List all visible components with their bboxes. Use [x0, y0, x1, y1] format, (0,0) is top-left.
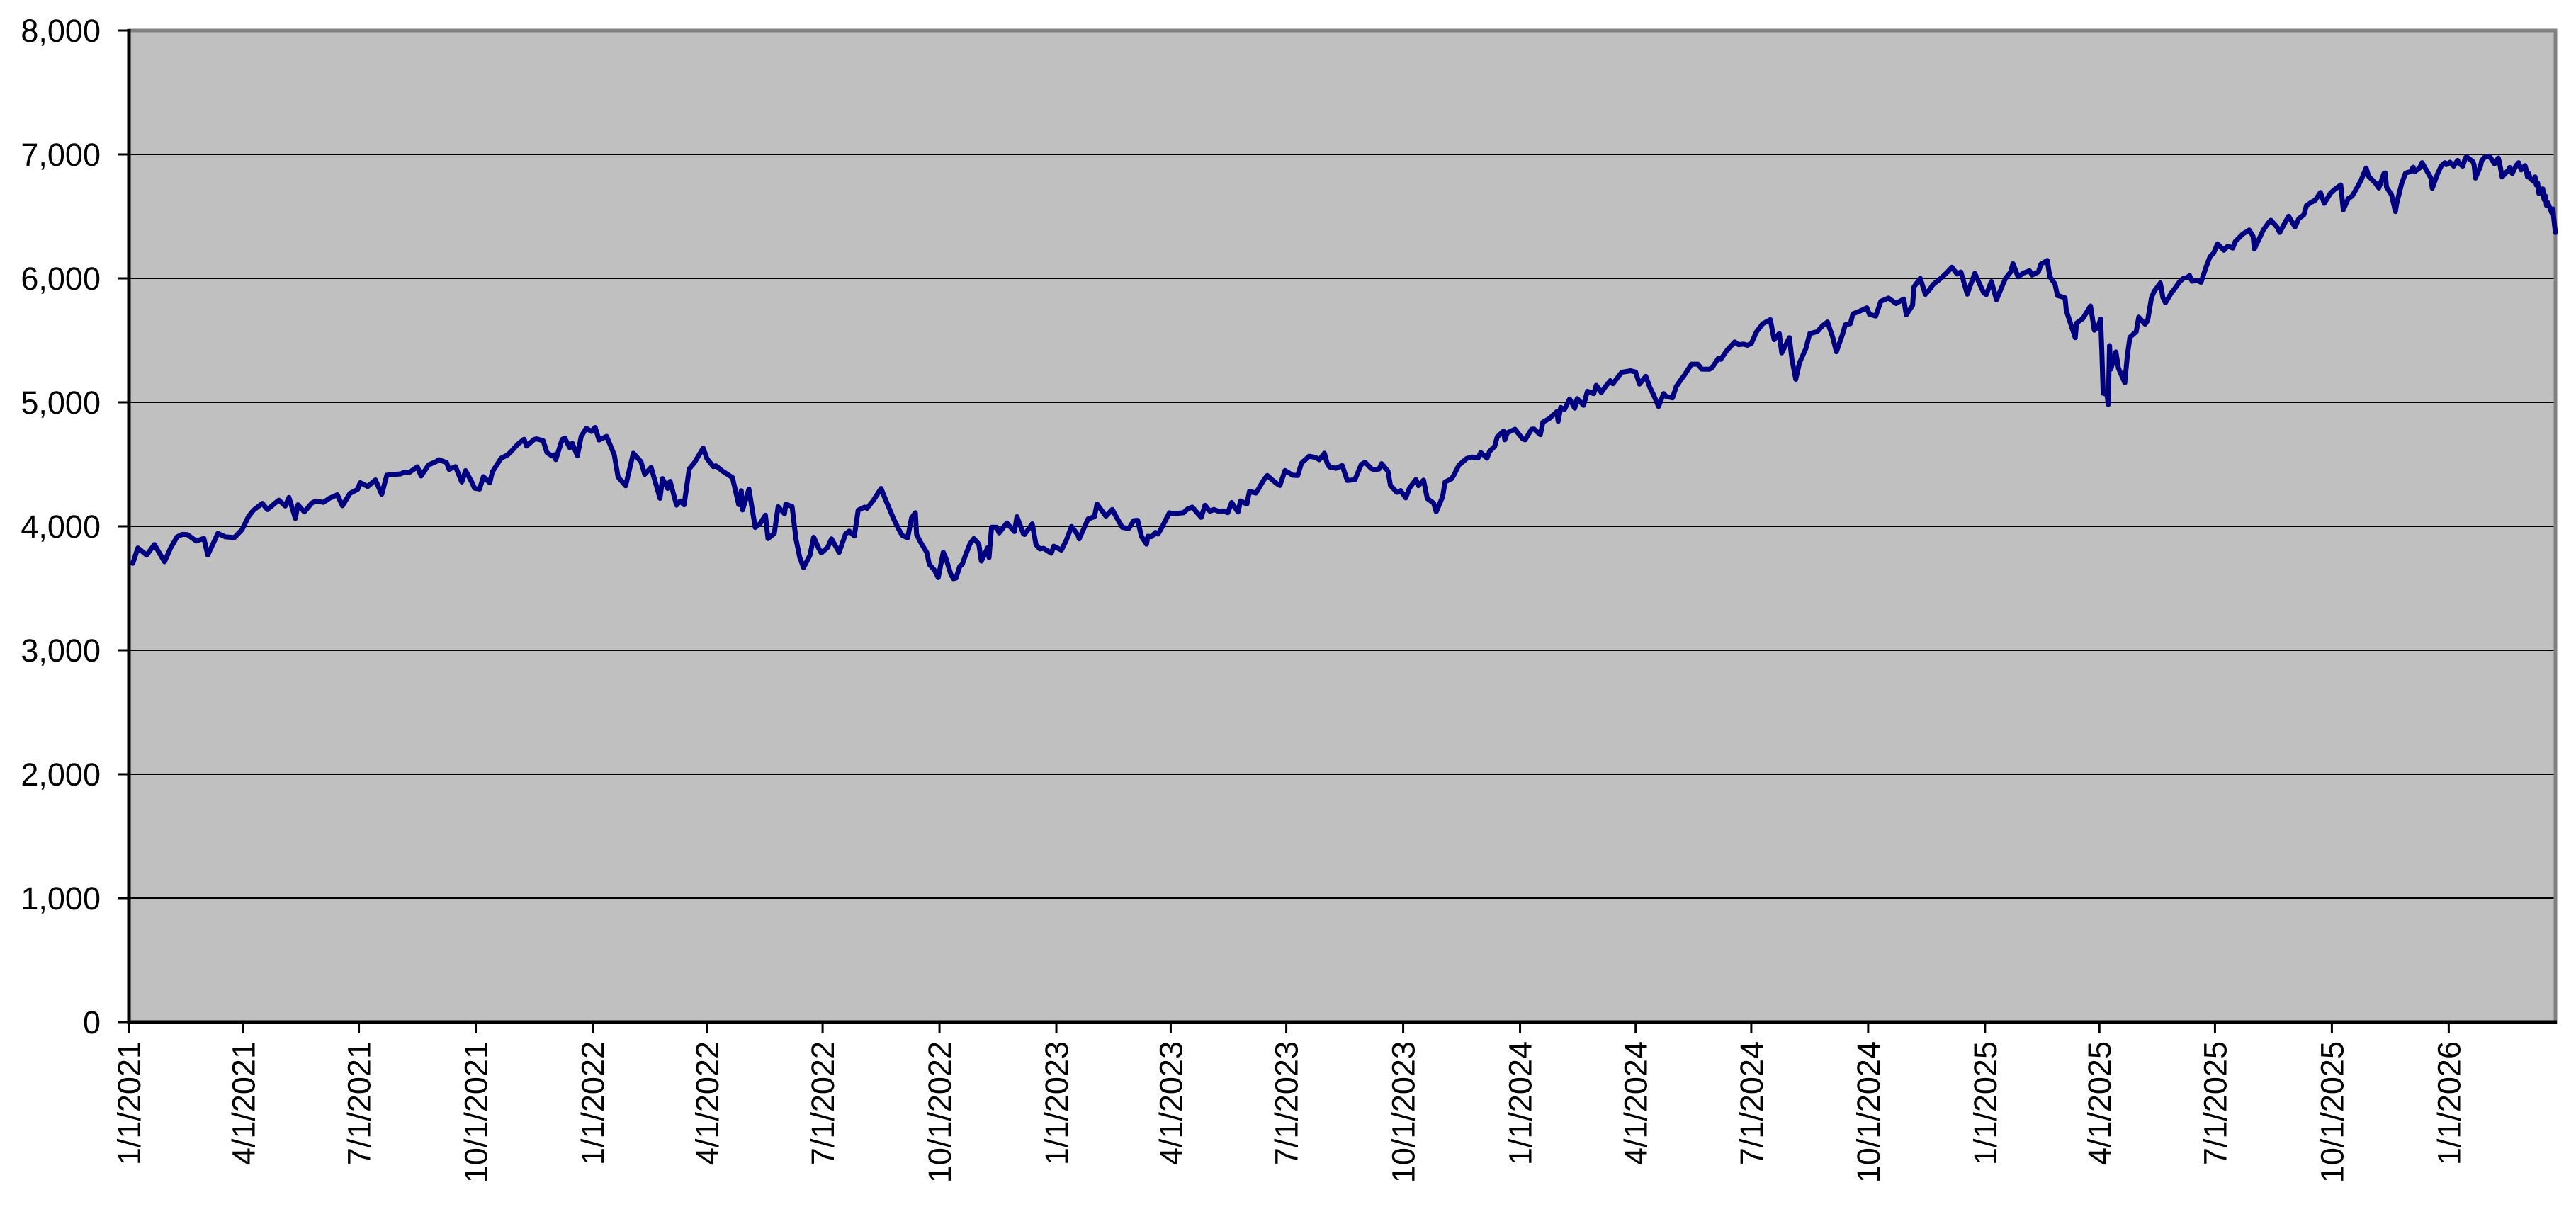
y-tick-label: 2,000	[21, 756, 101, 793]
y-tick-label: 3,000	[21, 633, 101, 669]
price-line-series	[130, 153, 2558, 582]
y-tick-label: 5,000	[21, 385, 101, 421]
x-tick-label: 10/1/2024	[1851, 1041, 1887, 1183]
y-tick-label: 6,000	[21, 261, 101, 297]
x-tick-label: 4/1/2025	[2081, 1041, 2118, 1165]
y-tick-label: 8,000	[21, 13, 101, 49]
y-tick-label: 0	[83, 1004, 101, 1041]
x-tick-label: 7/1/2021	[341, 1041, 378, 1165]
x-tick-label: 1/1/2021	[111, 1041, 147, 1165]
x-tick-label: 1/1/2026	[2431, 1041, 2467, 1165]
x-tick-label: 10/1/2023	[1386, 1041, 1422, 1183]
x-tick-label: 1/1/2025	[1967, 1041, 2004, 1165]
x-tick-label: 10/1/2025	[2314, 1041, 2350, 1183]
x-tick-label: 4/1/2021	[225, 1041, 261, 1165]
x-tick-label: 10/1/2022	[922, 1041, 958, 1183]
x-tick-label: 4/1/2022	[689, 1041, 725, 1165]
x-tick-label: 1/1/2023	[1039, 1041, 1075, 1165]
x-tick-label: 4/1/2023	[1153, 1041, 1189, 1165]
x-tick-label: 1/1/2022	[575, 1041, 611, 1165]
y-tick-label: 4,000	[21, 509, 101, 545]
x-tick-label: 7/1/2023	[1269, 1041, 1305, 1165]
x-tick-label: 4/1/2024	[1618, 1041, 1654, 1165]
x-tick-label: 7/1/2025	[2197, 1041, 2233, 1165]
x-tick-label: 7/1/2024	[1734, 1041, 1770, 1165]
x-tick-label: 10/1/2021	[458, 1041, 495, 1183]
x-tick-label: 7/1/2022	[805, 1041, 841, 1165]
x-tick-label: 1/1/2024	[1503, 1041, 1539, 1165]
y-tick-label: 1,000	[21, 880, 101, 917]
y-tick-label: 7,000	[21, 137, 101, 173]
